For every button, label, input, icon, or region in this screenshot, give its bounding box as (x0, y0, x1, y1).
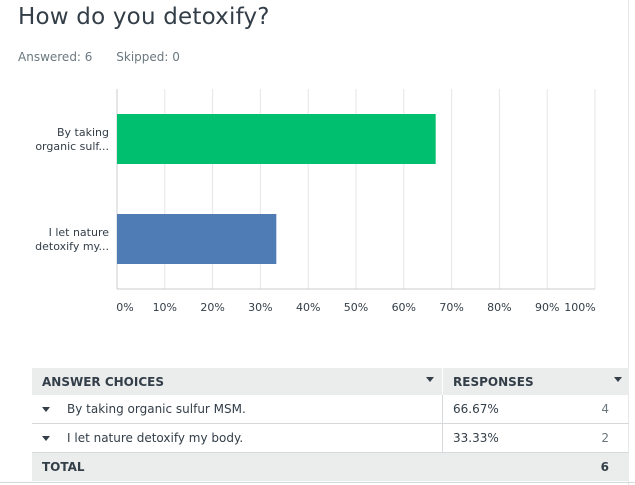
frame-right-border (628, 0, 629, 485)
table-header-row: ANSWER CHOICES RESPONSES (32, 368, 629, 395)
category-label: By taking (57, 126, 109, 139)
table-total-row: TOTAL 6 (32, 453, 629, 481)
responses-table: ANSWER CHOICES RESPONSES By taking organ… (32, 368, 629, 481)
x-tick-label: 60% (392, 301, 416, 314)
category-label: detoxify my... (35, 240, 109, 253)
x-tick-label: 20% (200, 301, 224, 314)
frame-bottom-border (0, 482, 635, 483)
x-tick-label: 70% (439, 301, 463, 314)
x-tick-label: 40% (296, 301, 320, 314)
bar (117, 214, 277, 264)
bar (117, 114, 436, 164)
total-count: 6 (600, 460, 609, 474)
x-tick-label: 100% (564, 301, 595, 314)
answer-choice-label: I let nature detoxify my body. (67, 431, 244, 445)
response-percent: 66.67% (453, 402, 499, 416)
expand-row-caret-icon[interactable] (42, 407, 50, 412)
response-stats: Answered: 6 Skipped: 0 (18, 50, 180, 64)
x-tick-label: 50% (344, 301, 368, 314)
responses-sort-icon[interactable] (614, 377, 622, 382)
expand-row-caret-icon[interactable] (42, 436, 50, 441)
response-count: 4 (601, 402, 609, 416)
total-label: TOTAL (42, 460, 85, 474)
x-tick-label: 10% (153, 301, 177, 314)
table-row: By taking organic sulfur MSM. 66.67% 4 (32, 395, 629, 424)
row-column-separator (442, 424, 443, 452)
answered-count: Answered: 6 (18, 50, 93, 64)
x-tick-label: 30% (248, 301, 272, 314)
header-column-separator (442, 368, 443, 395)
responses-header[interactable]: RESPONSES (453, 374, 534, 389)
answer-choices-header[interactable]: ANSWER CHOICES (42, 374, 164, 389)
question-title: How do you detoxify? (18, 4, 270, 30)
answer-choice-label: By taking organic sulfur MSM. (67, 402, 246, 416)
category-label: organic sulf... (35, 140, 109, 153)
table-row: I let nature detoxify my body. 33.33% 2 (32, 424, 629, 453)
category-label: I let nature (49, 226, 110, 239)
bar-chart: 0% 10% 20% 30% 40% 50% 60% 70% 80% 90% 100% By taki… (35, 89, 596, 314)
x-tick-label: 90% (535, 301, 559, 314)
x-tick-label: 80% (487, 301, 511, 314)
skipped-count: Skipped: 0 (116, 50, 180, 64)
response-count: 2 (601, 431, 609, 445)
response-percent: 33.33% (453, 431, 499, 445)
row-column-separator (442, 395, 443, 423)
answer-choices-sort-icon[interactable] (426, 377, 434, 382)
x-tick-label: 0% (116, 301, 133, 314)
